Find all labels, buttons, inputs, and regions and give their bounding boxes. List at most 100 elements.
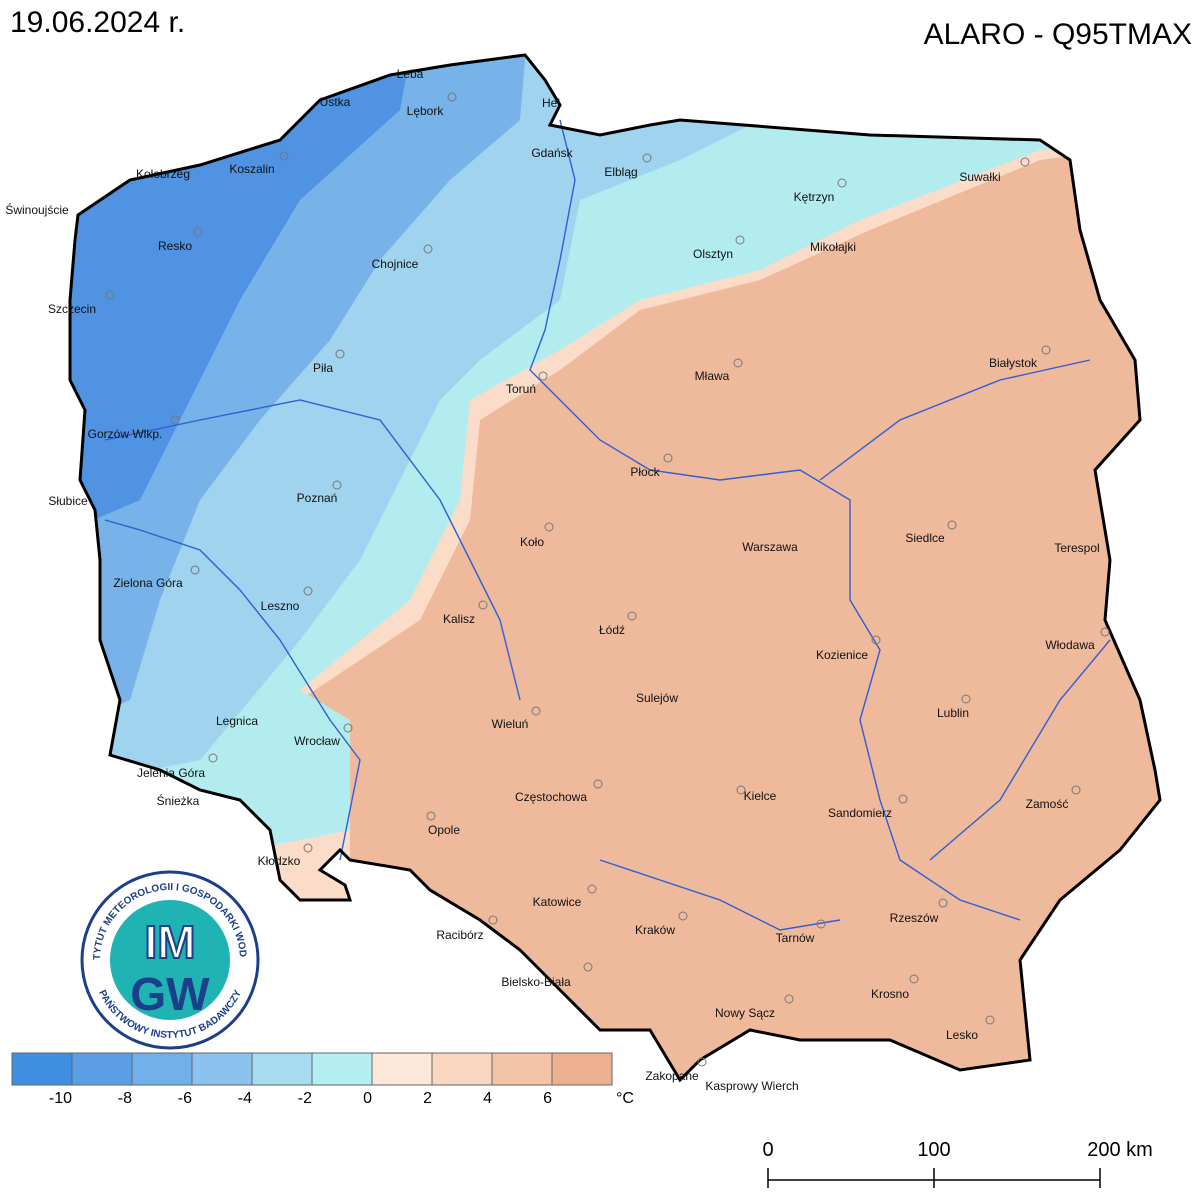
legend-tick: -10: [49, 1090, 72, 1107]
city-label: Warszawa: [742, 540, 798, 554]
city-label: Kołobrzeg: [136, 167, 190, 181]
date: 19.06.2024 r.: [10, 6, 185, 39]
legend: -10 -8 -6 -4 -2 0 2 4 6 °C: [11, 1052, 634, 1107]
city-marker: [663, 453, 673, 463]
legend-tick: -6: [178, 1090, 192, 1107]
city-marker: [735, 235, 745, 245]
city-label: Kozienice: [816, 648, 868, 662]
city-marker: [697, 1057, 707, 1067]
city-marker: [208, 753, 218, 763]
city-marker: [947, 520, 957, 530]
city-marker: [961, 694, 971, 704]
city-label: Koszalin: [229, 162, 274, 176]
legend-swatch: [11, 1052, 73, 1086]
city-marker: [538, 371, 548, 381]
legend-swatch: [71, 1052, 133, 1086]
city-label: Opole: [428, 823, 460, 837]
city-label: Jelenia Góra: [137, 766, 205, 780]
river: [104, 399, 521, 701]
city-label: Gdańsk: [531, 146, 573, 160]
city-label: Zamość: [1026, 797, 1069, 811]
city-marker: [837, 178, 847, 188]
city-marker: [478, 600, 488, 610]
city-marker: [871, 635, 881, 645]
city-label: Kalisz: [443, 612, 475, 626]
city-marker: [642, 153, 652, 163]
city-marker: [583, 962, 593, 972]
legend-swatch: [371, 1052, 433, 1086]
city-marker: [447, 92, 457, 102]
city-label: Legnica: [216, 714, 258, 728]
city-label: Krosno: [871, 987, 909, 1001]
cities: Łeba Ustka Lębork Hel Gdańsk Elbląg Kętrzyn Suw…: [5, 67, 1110, 1093]
city-label: Hel: [542, 96, 560, 110]
city-label: Olsztyn: [693, 247, 733, 261]
legend-swatch: [191, 1052, 253, 1086]
city-label: Kraków: [635, 923, 675, 937]
city-label: Włodawa: [1045, 638, 1095, 652]
city-label: Lesko: [946, 1028, 978, 1042]
city-label: Kasprowy Wierch: [705, 1079, 798, 1093]
rivers: [104, 119, 1111, 931]
city-label: Racibórz: [436, 928, 483, 942]
legend-swatch: [251, 1052, 313, 1086]
legend-tick: 6: [543, 1090, 552, 1107]
legend-swatch: [431, 1052, 493, 1086]
city-marker: [736, 785, 746, 795]
scale-label: 0: [762, 1139, 773, 1161]
city-label: Zakopane: [645, 1069, 699, 1083]
scale-bar: 0 100 200 km: [762, 1139, 1153, 1188]
legend-tick: 0: [363, 1090, 372, 1107]
city-label: Świnoujście: [5, 202, 69, 217]
city-label: Sulejów: [636, 691, 678, 705]
city-marker: [985, 1015, 995, 1025]
city-marker: [423, 244, 433, 254]
city-marker: [343, 723, 353, 733]
logo-disc: [110, 900, 230, 1020]
scale-label: 100: [917, 1139, 950, 1161]
city-marker: [898, 794, 908, 804]
city-marker: [816, 919, 826, 929]
legend-unit: °C: [616, 1090, 634, 1107]
city-marker: [544, 522, 554, 532]
city-marker: [1041, 345, 1051, 355]
legend-tick: 2: [423, 1090, 432, 1107]
city-label: Katowice: [533, 895, 582, 909]
city-label: Resko: [158, 239, 192, 253]
city-label: Terespol: [1054, 541, 1099, 555]
city-label: Mikołajki: [810, 240, 856, 254]
city-label: Płock: [630, 465, 660, 479]
city-marker: [190, 565, 200, 575]
city-label: Elbląg: [604, 165, 637, 179]
scale-label: 200 km: [1087, 1139, 1153, 1161]
city-label: Kielce: [744, 789, 777, 803]
city-marker: [733, 358, 743, 368]
river: [104, 519, 361, 861]
legend-swatch: [551, 1052, 613, 1086]
city-label: Mława: [695, 369, 730, 383]
city-marker: [488, 915, 498, 925]
city-label: Zielona Góra: [113, 576, 183, 590]
city-label: Koło: [520, 535, 544, 549]
legend-tick: -2: [298, 1090, 312, 1107]
legend-tick: -8: [118, 1090, 132, 1107]
city-marker: [303, 586, 313, 596]
city-marker: [1100, 627, 1110, 637]
map-title: ALARO - Q95TMAX: [924, 18, 1192, 51]
city-marker: [1071, 785, 1081, 795]
city-label: Gorzów Wlkp.: [88, 427, 163, 441]
legend-swatch: [491, 1052, 553, 1086]
city-label: Białystok: [989, 356, 1038, 370]
legend-tick: -4: [238, 1090, 252, 1107]
city-label: Śnieżka: [157, 793, 200, 808]
river: [599, 859, 841, 931]
city-label: Łódź: [599, 623, 625, 637]
city-label: Łeba: [397, 67, 424, 81]
city-marker: [303, 843, 313, 853]
city-marker: [335, 349, 345, 359]
river: [929, 639, 1111, 861]
city-label: Tarnów: [776, 931, 815, 945]
city-label: Kłodzko: [258, 854, 301, 868]
logo-text: IM: [144, 916, 195, 968]
